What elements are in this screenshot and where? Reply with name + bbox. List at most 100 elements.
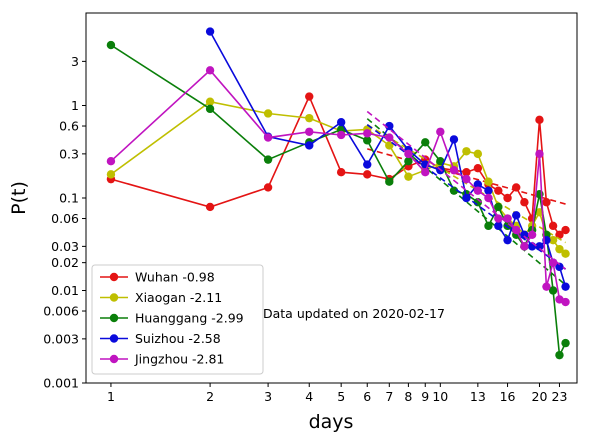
x-tick-label: 20 <box>532 389 548 404</box>
legend-label: Huanggang -2.99 <box>135 311 244 326</box>
data-point <box>263 133 273 142</box>
data-point <box>363 129 372 138</box>
data-point <box>473 180 483 189</box>
y-tick-label: 0.03 <box>51 239 79 254</box>
y-tick-label: 1 <box>71 98 79 113</box>
series-line <box>110 94 567 236</box>
legend-label: Suizhou -2.58 <box>135 331 221 346</box>
data-point <box>561 338 570 348</box>
data-point <box>473 149 483 159</box>
data-point <box>542 282 551 291</box>
data-point <box>385 141 394 150</box>
data-point <box>503 193 512 203</box>
fit-line <box>366 124 567 270</box>
data-point <box>535 115 544 125</box>
data-point <box>205 104 215 114</box>
x-tick-label: 4 <box>305 389 313 404</box>
y-axis-label: P(t) <box>8 181 30 215</box>
data-point <box>503 235 512 245</box>
x-tick-label: 2 <box>206 389 214 404</box>
data-point <box>106 156 116 166</box>
data-point <box>205 202 215 212</box>
data-point <box>548 258 558 267</box>
y-tick-label: 0.01 <box>51 283 79 298</box>
series-0 <box>106 92 570 240</box>
y-tick-label: 0.006 <box>43 304 79 319</box>
data-point <box>484 193 493 203</box>
x-tick-label: 23 <box>552 389 568 404</box>
data-point <box>363 160 372 169</box>
data-point <box>548 235 558 245</box>
legend-label: Xiaogan -2.11 <box>135 290 222 305</box>
data-point <box>494 214 503 223</box>
x-tick-label: 10 <box>432 389 448 404</box>
data-point <box>555 262 564 272</box>
data-point <box>555 244 564 254</box>
data-point <box>542 198 551 207</box>
data-point <box>473 163 483 173</box>
legend-marker <box>109 334 119 343</box>
y-tick-label: 0.02 <box>51 255 79 270</box>
data-point <box>305 92 314 101</box>
y-axis-ticks: 0.001 0.003 0.006 0.01 0.020.03 0.06 0.1 0.3 0.6… <box>43 54 86 391</box>
data-point <box>305 113 314 123</box>
y-tick-label: 3 <box>71 54 79 69</box>
x-tick-label: 5 <box>337 389 345 404</box>
legend-marker <box>109 313 119 323</box>
data-point <box>449 165 459 175</box>
data-point <box>421 138 430 147</box>
data-point <box>336 130 346 140</box>
data-point <box>494 202 503 212</box>
data-point <box>462 174 471 184</box>
data-point <box>561 249 570 258</box>
data-point <box>535 149 544 159</box>
x-tick-label: 8 <box>404 389 412 404</box>
data-point <box>436 127 445 136</box>
data-point <box>561 297 570 307</box>
series-4 <box>106 66 570 307</box>
data-point <box>421 168 430 177</box>
y-tick-label: 0.6 <box>59 119 79 134</box>
data-point <box>385 133 394 142</box>
x-axis-ticks: 1 2 3 4 5 6 7 8 9 10 13 16 20 23 <box>107 383 567 404</box>
y-tick-label: 0.3 <box>59 146 79 161</box>
data-point <box>305 127 314 136</box>
x-tick-label: 9 <box>421 389 429 404</box>
x-tick-label: 3 <box>264 389 272 404</box>
data-point <box>494 221 503 231</box>
data-point <box>503 214 512 223</box>
x-axis-label: days <box>309 411 354 433</box>
data-point <box>484 186 493 195</box>
data-point <box>404 156 413 166</box>
data-point <box>520 198 529 207</box>
y-tick-label: 0.003 <box>43 331 79 346</box>
data-point <box>462 168 471 177</box>
legend-marker <box>109 354 119 364</box>
data-point <box>205 27 215 36</box>
data-point <box>404 149 413 159</box>
data-point <box>548 286 558 295</box>
data-point <box>336 168 346 177</box>
data-point <box>385 177 394 186</box>
legend-label: Wuhan -0.98 <box>135 270 215 285</box>
x-tick-label: 13 <box>470 389 486 404</box>
legend-box <box>91 264 264 375</box>
data-point <box>520 242 529 251</box>
data-point <box>363 170 372 179</box>
data-point <box>473 186 483 195</box>
series-line <box>110 69 566 303</box>
data-point <box>363 136 372 145</box>
y-tick-label: 0.001 <box>43 376 79 391</box>
data-point <box>336 117 346 127</box>
legend-marker <box>109 293 119 302</box>
data-point <box>263 155 273 164</box>
y-tick-label: 0.1 <box>59 191 79 206</box>
data-point <box>263 109 273 118</box>
series-line <box>110 44 567 359</box>
data-point <box>106 170 116 179</box>
series-layer <box>106 27 570 360</box>
data-point <box>512 211 521 220</box>
fit-line <box>366 110 567 270</box>
data-point <box>462 147 471 156</box>
